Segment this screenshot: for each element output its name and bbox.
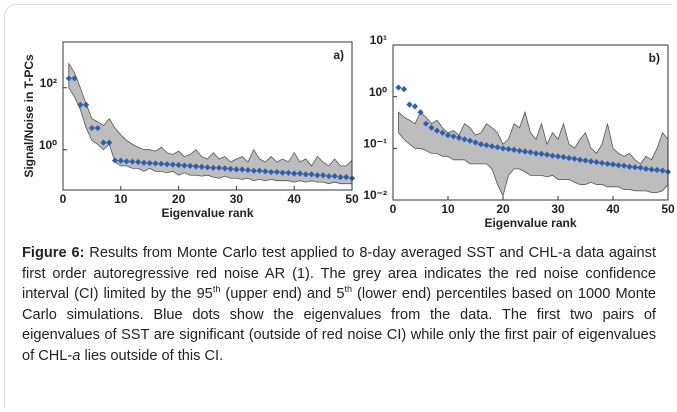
data-point <box>117 157 124 164</box>
data-point <box>158 160 165 167</box>
data-point <box>169 161 176 168</box>
data-point <box>77 101 84 108</box>
data-point <box>477 141 485 148</box>
data-point <box>152 160 159 167</box>
data-point <box>100 139 107 146</box>
x-tick-label: 40 <box>606 202 620 216</box>
x-tick-label: 50 <box>661 202 675 216</box>
caption-text: Results from Monte Carlo test applied to… <box>22 245 656 302</box>
data-point <box>187 162 194 170</box>
data-point <box>250 167 257 174</box>
frame <box>4 4 672 408</box>
caption-text: lies outside of this CI. <box>80 347 224 364</box>
data-point <box>94 124 101 132</box>
x-tick-label: 40 <box>288 192 302 206</box>
y-tick-label: 10⁻¹ <box>363 137 387 151</box>
data-point <box>210 164 217 171</box>
caption-label: Figure 6: <box>22 245 85 261</box>
data-point <box>215 164 223 171</box>
caption-text: (lower end) percentiles based on 1000 Mo… <box>22 286 657 364</box>
x-tick-label: 20 <box>496 202 510 216</box>
caption-italic: a <box>72 347 81 364</box>
figure: 0 10 20 30 40 50 10⁰ 10² Eigenvalue rank Signal/N… <box>22 33 675 230</box>
data-point <box>111 157 119 164</box>
data-point <box>106 139 113 146</box>
data-point <box>198 163 205 170</box>
caption-sup: th <box>344 284 352 295</box>
x-axis-label: Eigenvalue rank <box>484 216 576 230</box>
y-tick-label: 10² <box>40 76 57 90</box>
y-tick-label: 10⁰ <box>369 85 387 99</box>
data-point <box>488 143 496 150</box>
data-point <box>505 145 512 153</box>
x-tick-label: 50 <box>345 192 359 206</box>
caption-text: (upper end) and 5 <box>220 286 345 302</box>
x-tick-label: 10 <box>441 202 455 216</box>
panel-label: a) <box>333 48 344 62</box>
data-point <box>461 136 468 143</box>
x-tick-label: 10 <box>114 192 128 206</box>
data-point <box>83 101 90 108</box>
axes-frame <box>392 44 669 201</box>
data-point <box>65 75 72 82</box>
x-tick-label: 20 <box>172 192 186 206</box>
data-point <box>239 166 246 173</box>
x-tick-label: 0 <box>60 192 67 206</box>
x-tick-label: 30 <box>551 202 565 216</box>
data-point <box>256 167 263 174</box>
y-axis-label: Signal/Noise in T-PCs <box>22 54 36 178</box>
y-tick-label: 10⁰ <box>39 138 57 152</box>
caption-sup: th <box>212 284 221 295</box>
data-point <box>233 166 240 173</box>
data-point <box>192 163 200 170</box>
axes-frame <box>62 41 353 191</box>
data-point <box>455 134 463 141</box>
x-axis-label: Eigenvalue rank <box>161 206 253 220</box>
data-point <box>227 165 234 173</box>
panel-label: b) <box>649 51 660 65</box>
data-point <box>88 124 96 132</box>
caption: Figure 6: Results from Monte Carlo test … <box>22 243 656 366</box>
x-tick-label: 0 <box>390 202 397 216</box>
data-point <box>129 158 136 165</box>
data-point <box>123 158 130 165</box>
data-point <box>71 75 78 82</box>
data-point <box>163 161 171 168</box>
y-tick-label: 10¹ <box>370 33 387 47</box>
x-tick-label: 30 <box>230 192 244 206</box>
data-point <box>140 159 148 166</box>
y-tick-label: 10⁻² <box>363 188 387 202</box>
